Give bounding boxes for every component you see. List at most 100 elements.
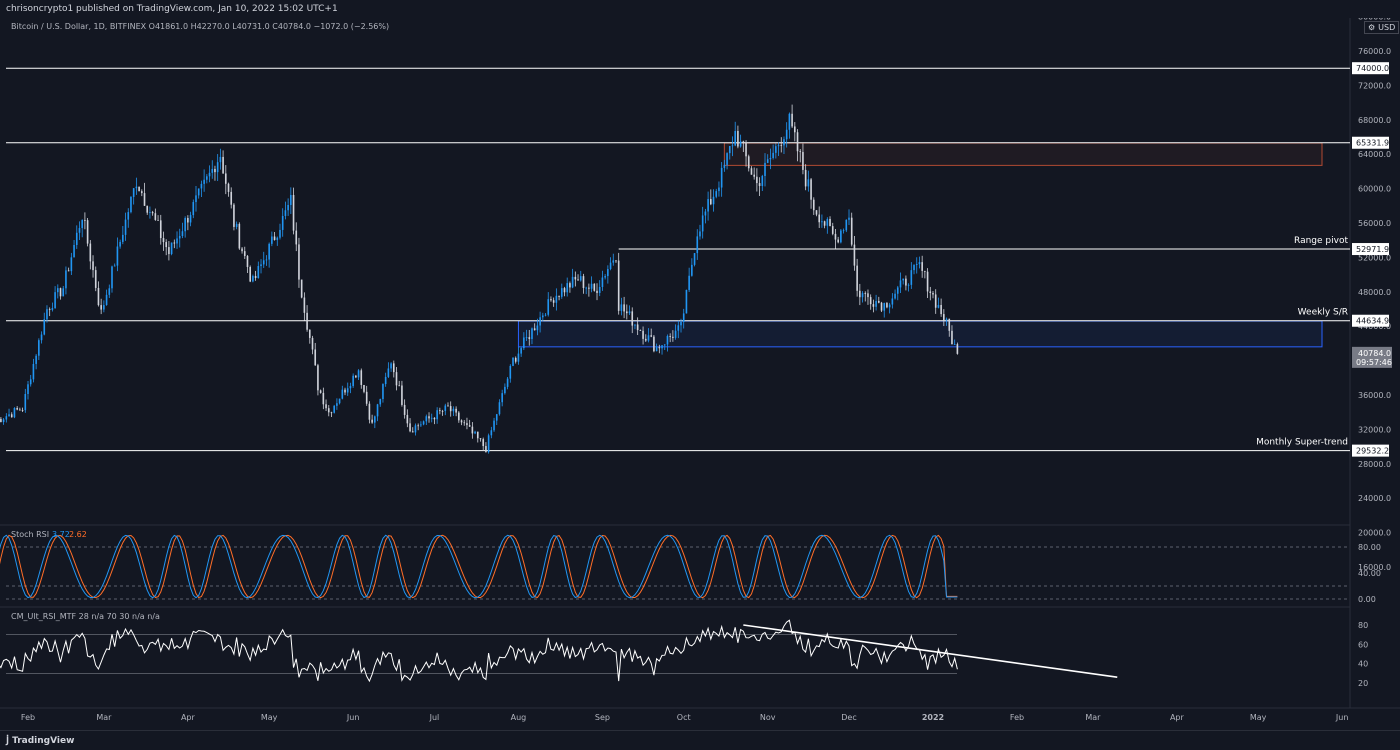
- candle-body: [168, 247, 170, 255]
- candle-body: [116, 246, 119, 266]
- candle-body: [769, 158, 772, 160]
- stoch-tick-label: 40.00: [1358, 569, 1381, 578]
- candle-body: [8, 414, 10, 417]
- candle-body: [119, 241, 121, 247]
- candle-body: [704, 211, 707, 216]
- settings-icon[interactable]: ⚙: [1368, 23, 1376, 32]
- candle-body: [292, 194, 295, 231]
- time-tick-label: May: [1250, 713, 1267, 722]
- candle-body: [433, 417, 436, 420]
- candle-body: [173, 242, 176, 244]
- price-tick-label: 20000.0: [1358, 529, 1391, 538]
- candle-body: [422, 421, 425, 425]
- candle-body: [273, 236, 276, 240]
- candle-body: [634, 324, 636, 326]
- tradingview-logo[interactable]: 𝗃 TradingView: [6, 731, 74, 750]
- currency-badge[interactable]: ⚙ USD: [1364, 21, 1400, 34]
- candle-body: [306, 312, 308, 330]
- candle-body: [127, 212, 130, 220]
- candle-body: [566, 283, 569, 293]
- candle-body: [785, 129, 788, 140]
- candle-body: [447, 405, 449, 407]
- candle-body: [929, 291, 932, 293]
- last-price-label: 40784.0: [1358, 349, 1391, 358]
- candle-body: [38, 340, 40, 356]
- candle-body: [569, 283, 571, 288]
- candle-body: [940, 304, 942, 315]
- candle-body: [346, 388, 349, 393]
- level-tag: [1352, 314, 1389, 327]
- candle-body: [157, 219, 159, 221]
- candle-body: [747, 156, 750, 169]
- candle-body: [872, 304, 875, 307]
- price-tick-label: 68000.0: [1358, 116, 1391, 125]
- candle-body: [94, 270, 97, 288]
- candle-body: [406, 414, 409, 424]
- candle-body: [224, 173, 227, 184]
- candle-body: [607, 269, 609, 277]
- candle-body: [214, 168, 216, 173]
- candle-body: [349, 386, 352, 389]
- candle-body: [290, 194, 292, 205]
- tradingview-logo-icon: 𝗃: [6, 733, 10, 746]
- candle-body: [197, 188, 200, 196]
- candle-body: [325, 404, 327, 409]
- candle-body: [374, 416, 376, 423]
- candle-body: [617, 260, 620, 311]
- candle-body: [455, 408, 457, 413]
- candle-body: [395, 372, 398, 386]
- candle-body: [642, 330, 644, 339]
- candle-body: [588, 287, 590, 289]
- candle-body: [392, 363, 395, 373]
- candle-body: [176, 238, 178, 244]
- time-tick-label: Oct: [677, 713, 691, 722]
- candle-body: [192, 202, 195, 216]
- time-tick-label: Feb: [1010, 713, 1024, 722]
- candle-body: [29, 379, 32, 385]
- candle-body: [501, 393, 503, 403]
- candle-body: [379, 399, 382, 405]
- candle-body: [409, 423, 411, 432]
- candle-body: [712, 196, 715, 205]
- candle-body: [818, 214, 821, 223]
- candle-body: [140, 191, 143, 194]
- candle-body: [669, 336, 671, 337]
- candle-body: [265, 259, 268, 261]
- candle-body: [710, 199, 712, 205]
- candle-body: [317, 365, 319, 391]
- candle-body: [793, 126, 796, 133]
- candle-body: [338, 398, 341, 404]
- candle-body: [509, 365, 512, 379]
- candle-body: [791, 113, 793, 127]
- candle-body: [628, 311, 631, 314]
- candle-body: [853, 244, 856, 266]
- candle-body: [864, 293, 867, 294]
- stoch-legend-title: Stoch RSI: [11, 530, 49, 539]
- candle-body: [533, 328, 536, 331]
- candle-body: [271, 236, 273, 244]
- candle-body: [70, 257, 73, 272]
- candle-body: [322, 392, 325, 405]
- time-tick-label: Sep: [595, 713, 610, 722]
- candle-body: [257, 266, 260, 279]
- candle-body: [32, 363, 35, 380]
- candle-body: [845, 219, 848, 231]
- price-tick-label: 72000.0: [1358, 81, 1391, 90]
- candle-body: [831, 226, 834, 234]
- candle-body: [238, 223, 241, 249]
- candle-body: [51, 308, 54, 310]
- candle-body: [352, 375, 354, 387]
- candle-body: [896, 287, 899, 294]
- price-pane: Bitcoin / U.S. Dollar, 1D, BITFINEX O418…: [0, 22, 1350, 454]
- candle-body: [425, 416, 428, 422]
- rsi-tick-label: 20: [1358, 679, 1368, 688]
- price-tick-label: 32000.0: [1358, 425, 1391, 434]
- level-tag-label: 29532.2: [1356, 447, 1389, 456]
- candle-body: [62, 288, 65, 297]
- candle-body: [298, 244, 300, 280]
- level-label: Monthly Super-trend: [1256, 438, 1348, 448]
- candle-body: [812, 199, 815, 211]
- candle-body: [233, 204, 235, 227]
- candle-body: [542, 315, 544, 318]
